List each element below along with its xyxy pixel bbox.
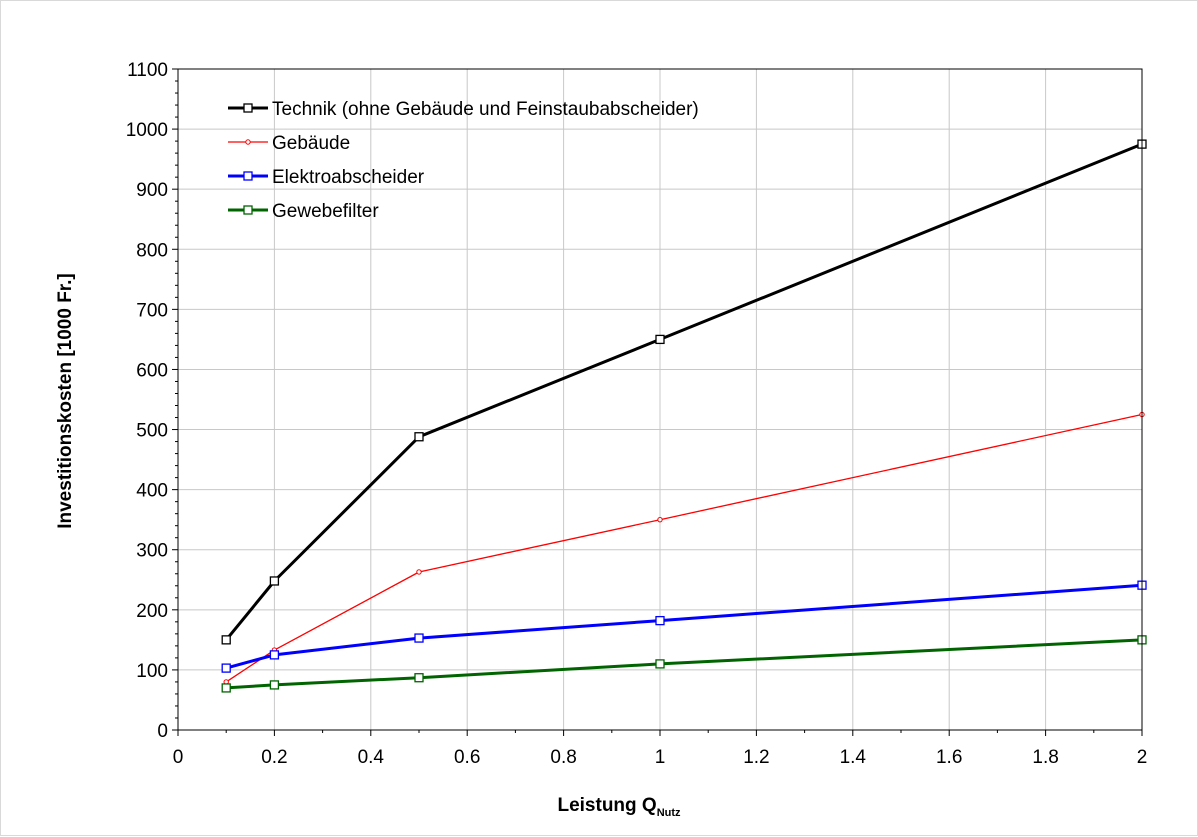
y-tick-label: 700 (136, 300, 168, 321)
x-axis-title-subscript: Nutz (657, 807, 681, 819)
y-axis-title: Investitionskosten [1000 Fr.] (55, 273, 76, 529)
data-point (269, 650, 280, 660)
legend-label: Technik (ohne Gebäude und Feinstaubabsch… (272, 99, 699, 120)
plot-border (177, 68, 1143, 731)
data-point (221, 683, 231, 693)
data-point (269, 680, 280, 690)
x-axis-title: Leistung QNutz (557, 795, 681, 819)
data-point (221, 663, 231, 673)
data-point (414, 432, 424, 442)
y-tick-label: 100 (136, 661, 168, 682)
legend-swatch-marker (243, 205, 253, 215)
x-tick-label: 0.2 (261, 747, 287, 768)
y-tick-label: 200 (136, 601, 168, 622)
x-tick-label: 0.8 (550, 747, 576, 768)
data-point (657, 516, 663, 523)
data-point (414, 633, 424, 643)
x-tick-label: 1.4 (840, 747, 867, 768)
legend-swatch-marker (243, 103, 253, 113)
data-point (269, 576, 280, 586)
legend-item: Gewebefilter (228, 201, 379, 222)
x-tick-label: 0.4 (358, 747, 385, 768)
legend-item: Technik (ohne Gebäude und Feinstaubabsch… (228, 99, 699, 120)
legend-label: Gewebefilter (272, 201, 379, 222)
y-tick-label: 1000 (126, 120, 168, 141)
legend-swatch-marker (243, 171, 253, 181)
x-tick-label: 2 (1137, 747, 1148, 768)
x-tick-label: 1.8 (1032, 747, 1058, 768)
series-layer (221, 139, 1147, 693)
x-axis-ticks: 0 0.2 0.4 0.6 0.8 1 1.2 1.4 1.6 1.8 2 (173, 730, 1148, 768)
legend-item: Gebäude (228, 133, 350, 154)
y-tick-label: 600 (136, 360, 168, 381)
y-tick-label: 300 (136, 541, 168, 562)
series-3 (221, 635, 1147, 693)
legend-item: Elektroabscheider (228, 167, 425, 188)
y-tick-label: 400 (136, 481, 168, 502)
y-tick-label: 500 (136, 421, 168, 442)
x-tick-label: 0.6 (454, 747, 480, 768)
y-tick-label: 900 (136, 180, 168, 201)
data-point (416, 569, 422, 575)
legend-label: Elektroabscheider (272, 167, 425, 188)
y-tick-label: 1100 (127, 60, 168, 81)
data-point (655, 334, 665, 345)
grid-lines (178, 69, 1142, 730)
x-tick-label: 1.2 (743, 747, 769, 768)
data-point (221, 635, 231, 645)
x-tick-label: 0 (173, 747, 184, 768)
x-tick-label: 1.6 (936, 747, 962, 768)
x-tick-label: 1 (655, 747, 666, 768)
y-tick-label: 800 (136, 240, 168, 261)
data-point (655, 615, 665, 626)
legend-swatch-marker (245, 139, 251, 145)
y-axis-ticks: 0 100 200 300 400 500 600 700 800 900 1000 1100 (126, 60, 178, 742)
x-axis-title-main: Leistung Q (557, 795, 656, 816)
legend: Technik (ohne Gebäude und Feinstaubabsch… (228, 99, 699, 222)
legend-label: Gebäude (272, 133, 350, 154)
y-tick-label: 0 (157, 721, 168, 742)
data-point (655, 659, 665, 669)
series-2 (221, 580, 1147, 673)
data-point (414, 673, 424, 683)
